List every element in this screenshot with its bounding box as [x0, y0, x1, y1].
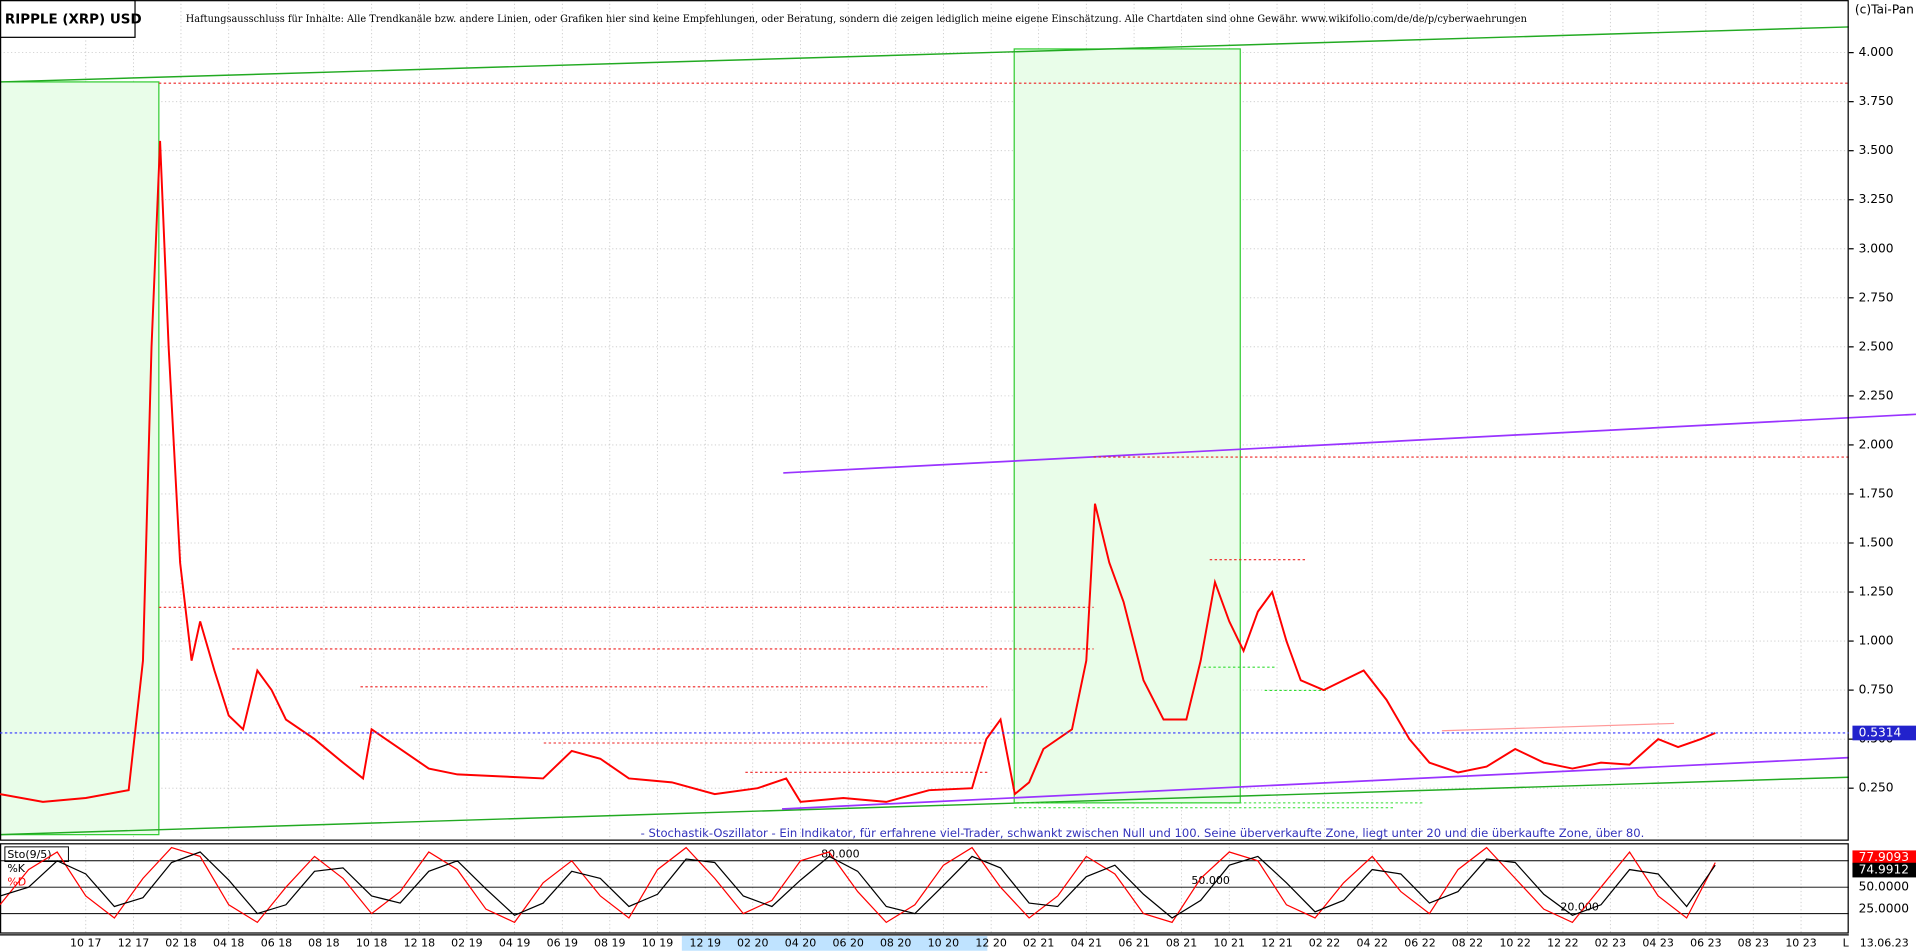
stoch-tick-label: 25.0000	[1859, 902, 1909, 916]
y-tick-label: 2.500	[1859, 339, 1894, 353]
scale-mark: L	[1843, 936, 1850, 949]
stoch-value-box	[1852, 862, 1916, 878]
trend-line	[1441, 722, 1675, 732]
x-tick-label: 12 18	[404, 936, 435, 949]
stoch-box	[4, 846, 69, 863]
last-price-box	[1852, 725, 1916, 741]
stoch-name: Sto(9/5)	[7, 848, 51, 861]
x-tick-label: 02 23	[1595, 936, 1626, 949]
x-tick-label: 06 19	[547, 936, 578, 949]
y-tick-label: 1.250	[1859, 585, 1894, 599]
y-tick-label: 2.250	[1859, 388, 1894, 402]
zone-box	[1013, 48, 1241, 804]
price-line	[0, 140, 1716, 803]
x-tick-label: 12 20	[975, 936, 1006, 949]
x-tick-label: 10 23	[1785, 936, 1816, 949]
stoch-level-label: 50.000	[1191, 874, 1229, 887]
x-tick-label: 02 18	[165, 936, 196, 949]
chart-title: RIPPLE (XRP) USD	[5, 13, 142, 28]
x-tick-label: 04 18	[213, 936, 244, 949]
x-tick-label: 02 21	[1023, 936, 1054, 949]
y-tick-label: 2.750	[1859, 290, 1894, 304]
stoch-level-label: 20.000	[1560, 900, 1598, 913]
x-tick-label: 02 22	[1309, 936, 1340, 949]
stoch-value-box	[1852, 850, 1916, 866]
x-tick-label: 06 22	[1404, 936, 1435, 949]
x-tick-label: 04 21	[1071, 936, 1102, 949]
x-tick-label: 08 20	[880, 936, 911, 949]
x-tick-label: 12 21	[1261, 936, 1292, 949]
stoch-value-label: 74.9912	[1859, 863, 1909, 877]
y-tick-label: 3.250	[1859, 192, 1894, 206]
x-tick-label: 10 18	[356, 936, 387, 949]
axis-highlight	[681, 936, 988, 951]
x-tick-label: 10 22	[1499, 936, 1530, 949]
last-price-label: 0.5314	[1859, 725, 1902, 739]
trend-line	[781, 756, 1849, 810]
legend-entry: %K	[7, 862, 25, 875]
disclaimer: Haftungsausschluss für Inhalte: Alle Tre…	[186, 14, 1528, 25]
stoch-tick-label: 50.0000	[1859, 880, 1909, 894]
x-tick-label: 08 22	[1452, 936, 1483, 949]
date: 13.06.23	[1860, 936, 1909, 949]
level-lines	[158, 82, 1849, 773]
x-tick-label: 04 23	[1642, 936, 1673, 949]
trend-line	[0, 776, 1849, 836]
x-tick-label: 06 20	[832, 936, 863, 949]
x-tick-label: 08 21	[1166, 936, 1197, 949]
x-tick-label: 04 20	[785, 936, 816, 949]
x-tick-label: 04 22	[1357, 936, 1388, 949]
x-tick-label: 08 18	[308, 936, 339, 949]
x-tick-label: 02 20	[737, 936, 768, 949]
y-tick-label: 0.250	[1859, 781, 1894, 795]
stoch-line	[0, 846, 1716, 924]
y-tick-label: 3.000	[1859, 241, 1894, 255]
x-tick-label: 10 20	[928, 936, 959, 949]
x-tick-label: 06 21	[1118, 936, 1149, 949]
y-tick-label: 1.750	[1859, 486, 1894, 500]
x-tick-label: 06 18	[261, 936, 292, 949]
x-tick-label: 02 19	[451, 936, 482, 949]
y-tick-label: 0.750	[1859, 683, 1894, 697]
y-tick-label: 1.500	[1859, 535, 1894, 549]
x-tick-label: 04 19	[499, 936, 530, 949]
y-tick-label: 4.000	[1859, 45, 1894, 59]
stoch-value-label: 77.9093	[1859, 850, 1909, 864]
y-tick-label: 1.000	[1859, 634, 1894, 648]
x-tick-label: 12 17	[118, 936, 149, 949]
title-box	[0, 0, 136, 38]
y-tick-label: 2.000	[1859, 437, 1894, 451]
legend-entry: %D	[7, 875, 26, 888]
x-tick-label: 12 22	[1547, 936, 1578, 949]
stoch-line	[0, 851, 1716, 919]
stoch-frame	[0, 843, 1849, 934]
grid	[0, 0, 1849, 933]
y-tick-label: 3.750	[1859, 94, 1894, 108]
x-tick-label: 08 19	[594, 936, 625, 949]
support-lines	[1014, 666, 1424, 809]
zone-box	[0, 81, 160, 836]
x-tick-label: 12 19	[690, 936, 721, 949]
x-tick-label: 06 23	[1690, 936, 1721, 949]
y-tick-label: 3.500	[1859, 143, 1894, 157]
x-tick-label: 10 19	[642, 936, 673, 949]
trend-line	[0, 26, 1849, 83]
price-frame	[0, 0, 1849, 841]
x-tick-label: 08 23	[1738, 936, 1769, 949]
source: (c)Tai-Pan	[1855, 2, 1914, 16]
trend-line	[783, 413, 1916, 474]
annotation: - Stochastik-Oszillator - Ein Indikator,…	[641, 826, 1645, 840]
x-tick-label: 10 17	[70, 936, 101, 949]
x-tick-label: 10 21	[1214, 936, 1245, 949]
